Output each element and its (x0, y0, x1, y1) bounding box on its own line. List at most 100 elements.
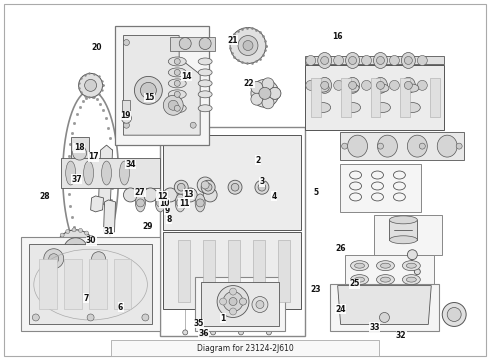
Circle shape (85, 231, 89, 235)
Circle shape (306, 80, 316, 90)
Circle shape (73, 146, 87, 160)
Circle shape (251, 81, 263, 94)
Ellipse shape (168, 90, 186, 99)
Ellipse shape (198, 91, 212, 98)
Circle shape (362, 55, 371, 66)
Text: 5: 5 (313, 188, 318, 197)
Bar (195, 276, 285, 332)
Bar (21, 237, 160, 332)
Text: Diagram for 23124-2J610: Diagram for 23124-2J610 (196, 344, 294, 353)
Text: 26: 26 (335, 244, 345, 253)
Ellipse shape (380, 263, 391, 268)
Polygon shape (29, 244, 152, 324)
Ellipse shape (321, 57, 329, 64)
Bar (390, 220, 417, 240)
Ellipse shape (346, 84, 359, 92)
Ellipse shape (374, 103, 391, 113)
Ellipse shape (198, 105, 212, 112)
Circle shape (72, 228, 76, 232)
Ellipse shape (344, 103, 361, 113)
Text: 32: 32 (396, 332, 406, 341)
Text: 14: 14 (181, 72, 192, 81)
Circle shape (176, 199, 184, 207)
Circle shape (199, 37, 211, 50)
Ellipse shape (168, 68, 186, 77)
Text: 8: 8 (167, 215, 172, 224)
Text: 10: 10 (159, 199, 170, 208)
Circle shape (417, 55, 427, 66)
Circle shape (229, 308, 237, 315)
Circle shape (71, 245, 81, 255)
Ellipse shape (407, 135, 427, 157)
Circle shape (220, 298, 226, 305)
Ellipse shape (376, 57, 385, 64)
Text: 7: 7 (84, 294, 89, 303)
Ellipse shape (168, 57, 186, 66)
Text: 35: 35 (194, 319, 204, 328)
Ellipse shape (406, 84, 419, 92)
Circle shape (342, 143, 347, 149)
Circle shape (196, 199, 204, 207)
Circle shape (211, 330, 216, 335)
Circle shape (56, 238, 60, 242)
Circle shape (174, 80, 180, 86)
Ellipse shape (195, 194, 205, 212)
Bar (163, 232, 301, 310)
Circle shape (229, 288, 237, 295)
Text: 3: 3 (260, 177, 265, 186)
Circle shape (85, 80, 97, 91)
Ellipse shape (135, 194, 146, 212)
Circle shape (390, 55, 399, 66)
Ellipse shape (402, 275, 420, 285)
Circle shape (255, 180, 269, 194)
Ellipse shape (390, 236, 417, 244)
Bar (111, 340, 379, 356)
Ellipse shape (376, 275, 394, 285)
Ellipse shape (168, 79, 186, 88)
Ellipse shape (348, 57, 357, 64)
Ellipse shape (404, 103, 420, 113)
Circle shape (228, 180, 242, 194)
Ellipse shape (404, 57, 413, 64)
Ellipse shape (345, 77, 360, 93)
Circle shape (201, 180, 215, 194)
Ellipse shape (175, 194, 185, 212)
Ellipse shape (198, 58, 212, 65)
Ellipse shape (355, 263, 365, 268)
Circle shape (163, 188, 177, 202)
Circle shape (269, 87, 281, 99)
Text: 37: 37 (71, 175, 82, 184)
Bar (253, 240, 265, 302)
Polygon shape (338, 285, 431, 324)
Text: 18: 18 (74, 143, 84, 152)
Circle shape (417, 80, 427, 90)
Ellipse shape (406, 277, 416, 282)
Circle shape (168, 100, 178, 110)
Text: 24: 24 (335, 305, 345, 314)
Circle shape (334, 55, 343, 66)
Circle shape (142, 314, 149, 321)
Ellipse shape (373, 77, 388, 93)
Bar (374, 215, 442, 255)
Circle shape (89, 235, 94, 239)
Circle shape (203, 188, 217, 202)
Circle shape (258, 183, 266, 191)
Circle shape (56, 257, 60, 261)
Circle shape (183, 330, 188, 335)
Circle shape (190, 122, 196, 128)
Circle shape (267, 330, 271, 335)
Circle shape (122, 113, 131, 123)
Ellipse shape (406, 263, 416, 268)
Circle shape (379, 312, 390, 323)
Text: 2: 2 (256, 156, 261, 165)
Ellipse shape (376, 84, 389, 92)
Ellipse shape (401, 53, 416, 68)
Ellipse shape (401, 77, 416, 93)
Circle shape (174, 69, 180, 75)
Text: 30: 30 (86, 237, 97, 246)
Circle shape (201, 181, 209, 189)
Circle shape (123, 40, 129, 45)
Circle shape (177, 183, 185, 191)
Circle shape (442, 302, 466, 327)
Circle shape (49, 254, 59, 264)
